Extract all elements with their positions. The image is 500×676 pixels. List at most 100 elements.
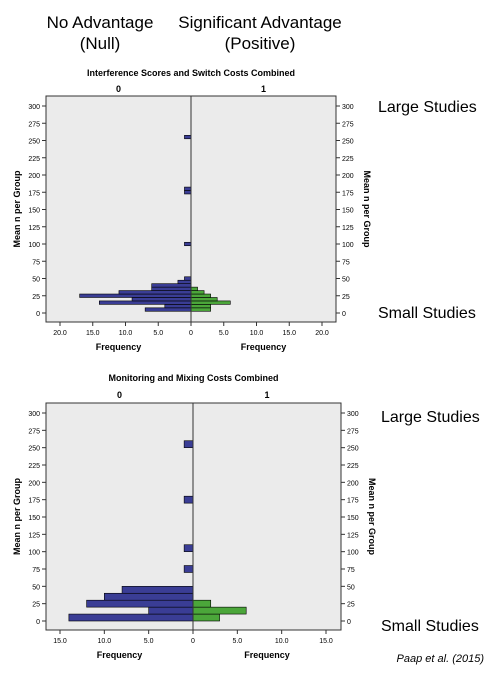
y-tick-label-left: 225 (28, 156, 40, 163)
y-tick-label-right: 300 (342, 104, 354, 111)
y-tick-label-right: 50 (347, 584, 355, 591)
null-hypothesis-header: No Advantage (Null) (30, 12, 170, 54)
y-axis-label-left: Mean n per Group (12, 478, 22, 556)
x-tick-label-right: 5.0 (232, 638, 242, 645)
y-tick-label-left: 50 (32, 584, 40, 591)
y-tick-label-left: 25 (32, 602, 40, 609)
y-tick-label-right: 275 (342, 121, 354, 128)
x-tick-label-right: 20.0 (315, 330, 329, 337)
y-tick-label-right: 125 (347, 532, 359, 539)
y-tick-label-left: 200 (28, 173, 40, 180)
bar-null (104, 592, 194, 601)
y-tick-label-right: 25 (347, 602, 355, 609)
y-tick-label-left: 300 (28, 411, 40, 418)
y-tick-label-right: 300 (347, 411, 359, 418)
null-header-line1: No Advantage (46, 13, 154, 32)
y-tick-label-left: 75 (32, 259, 40, 266)
bar-null (183, 565, 194, 573)
y-tick-label-right: 0 (347, 619, 351, 626)
y-tick-label-right: 225 (347, 463, 359, 470)
bar-null (86, 599, 194, 608)
y-tick-label-left: 275 (28, 121, 40, 128)
x-tick-label-left: 10.0 (98, 638, 112, 645)
y-tick-label-left: 0 (36, 619, 40, 626)
x-tick-label-left: 5.0 (153, 330, 163, 337)
y-tick-label-left: 150 (28, 515, 40, 522)
y-tick-label-right: 150 (342, 208, 354, 215)
x-tick-label-left: 0 (189, 330, 193, 337)
bar-null (121, 586, 194, 594)
bar-null (68, 613, 194, 622)
y-tick-label-right: 275 (347, 428, 359, 435)
y-tick-label-right: 250 (342, 139, 354, 146)
y-tick-label-right: 0 (342, 311, 346, 318)
bar-null (183, 495, 194, 504)
y-tick-label-left: 0 (36, 311, 40, 318)
x-tick-label-right: 15.0 (319, 638, 333, 645)
y-tick-label-right: 75 (342, 259, 350, 266)
positive-header-line1: Significant Advantage (178, 13, 342, 32)
x-axis-label-right: Frequency (244, 650, 290, 660)
y-tick-label-left: 275 (28, 428, 40, 435)
x-tick-label-right: 10.0 (275, 638, 289, 645)
panel-label-null: 0 (117, 390, 122, 400)
panel-label-positive: 1 (264, 390, 269, 400)
y-tick-label-right: 175 (347, 498, 359, 505)
bar-null (148, 606, 194, 615)
small-studies-label-2: Small Studies (381, 618, 479, 635)
x-axis-label-left: Frequency (96, 342, 142, 352)
chart-title: Interference Scores and Switch Costs Com… (87, 68, 295, 78)
x-tick-label-left: 15.0 (86, 330, 100, 337)
y-tick-label-right: 100 (342, 242, 354, 249)
x-tick-label-left: 20.0 (53, 330, 67, 337)
null-header-line2: (Null) (79, 34, 121, 53)
x-tick-label-left: 5.0 (144, 638, 154, 645)
y-axis-label-right: Mean n per Group (367, 478, 377, 556)
x-tick-label-left: 15.0 (53, 638, 67, 645)
x-tick-label-left: 0 (191, 638, 195, 645)
y-tick-label-right: 225 (342, 156, 354, 163)
y-tick-label-left: 250 (28, 139, 40, 146)
y-tick-label-left: 250 (28, 446, 40, 453)
y-tick-label-right: 75 (347, 567, 355, 574)
y-tick-label-left: 125 (28, 532, 40, 539)
y-tick-label-left: 125 (28, 225, 40, 232)
panel-label-positive: 1 (261, 84, 266, 94)
y-axis-label-left: Mean n per Group (12, 170, 22, 248)
large-studies-label-2: Large Studies (381, 409, 480, 426)
citation: Paap et al. (2015) (396, 653, 484, 665)
x-axis-label-left: Frequency (97, 650, 143, 660)
y-tick-label-right: 175 (342, 190, 354, 197)
y-tick-label-right: 125 (342, 225, 354, 232)
y-tick-label-right: 200 (342, 173, 354, 180)
x-tick-label-right: 5.0 (219, 330, 229, 337)
y-tick-label-left: 300 (28, 104, 40, 111)
y-tick-label-left: 150 (28, 208, 40, 215)
bar-positive (192, 613, 220, 622)
y-tick-label-left: 175 (28, 498, 40, 505)
x-tick-label-right: 15.0 (282, 330, 296, 337)
large-studies-label-1: Large Studies (378, 99, 477, 116)
y-tick-label-right: 50 (342, 277, 350, 284)
chart-title: Monitoring and Mixing Costs Combined (109, 373, 279, 383)
positive-hypothesis-header: Significant Advantage (Positive) (172, 12, 348, 54)
x-tick-label-right: 10.0 (250, 330, 264, 337)
y-tick-label-left: 200 (28, 480, 40, 487)
y-tick-label-left: 100 (28, 242, 40, 249)
y-tick-label-right: 150 (347, 515, 359, 522)
y-tick-label-left: 50 (32, 277, 40, 284)
bar-positive (192, 606, 247, 615)
x-tick-label-left: 10.0 (119, 330, 133, 337)
y-tick-label-right: 200 (347, 480, 359, 487)
small-studies-label-1: Small Studies (378, 305, 476, 322)
panel-label-null: 0 (116, 84, 121, 94)
y-tick-label-right: 100 (347, 550, 359, 557)
x-axis-label-right: Frequency (241, 342, 287, 352)
positive-header-line2: (Positive) (224, 34, 296, 53)
y-tick-label-right: 250 (347, 446, 359, 453)
y-axis-label-right: Mean n per Group (362, 170, 372, 248)
y-tick-label-left: 225 (28, 463, 40, 470)
y-tick-label-right: 25 (342, 294, 350, 301)
